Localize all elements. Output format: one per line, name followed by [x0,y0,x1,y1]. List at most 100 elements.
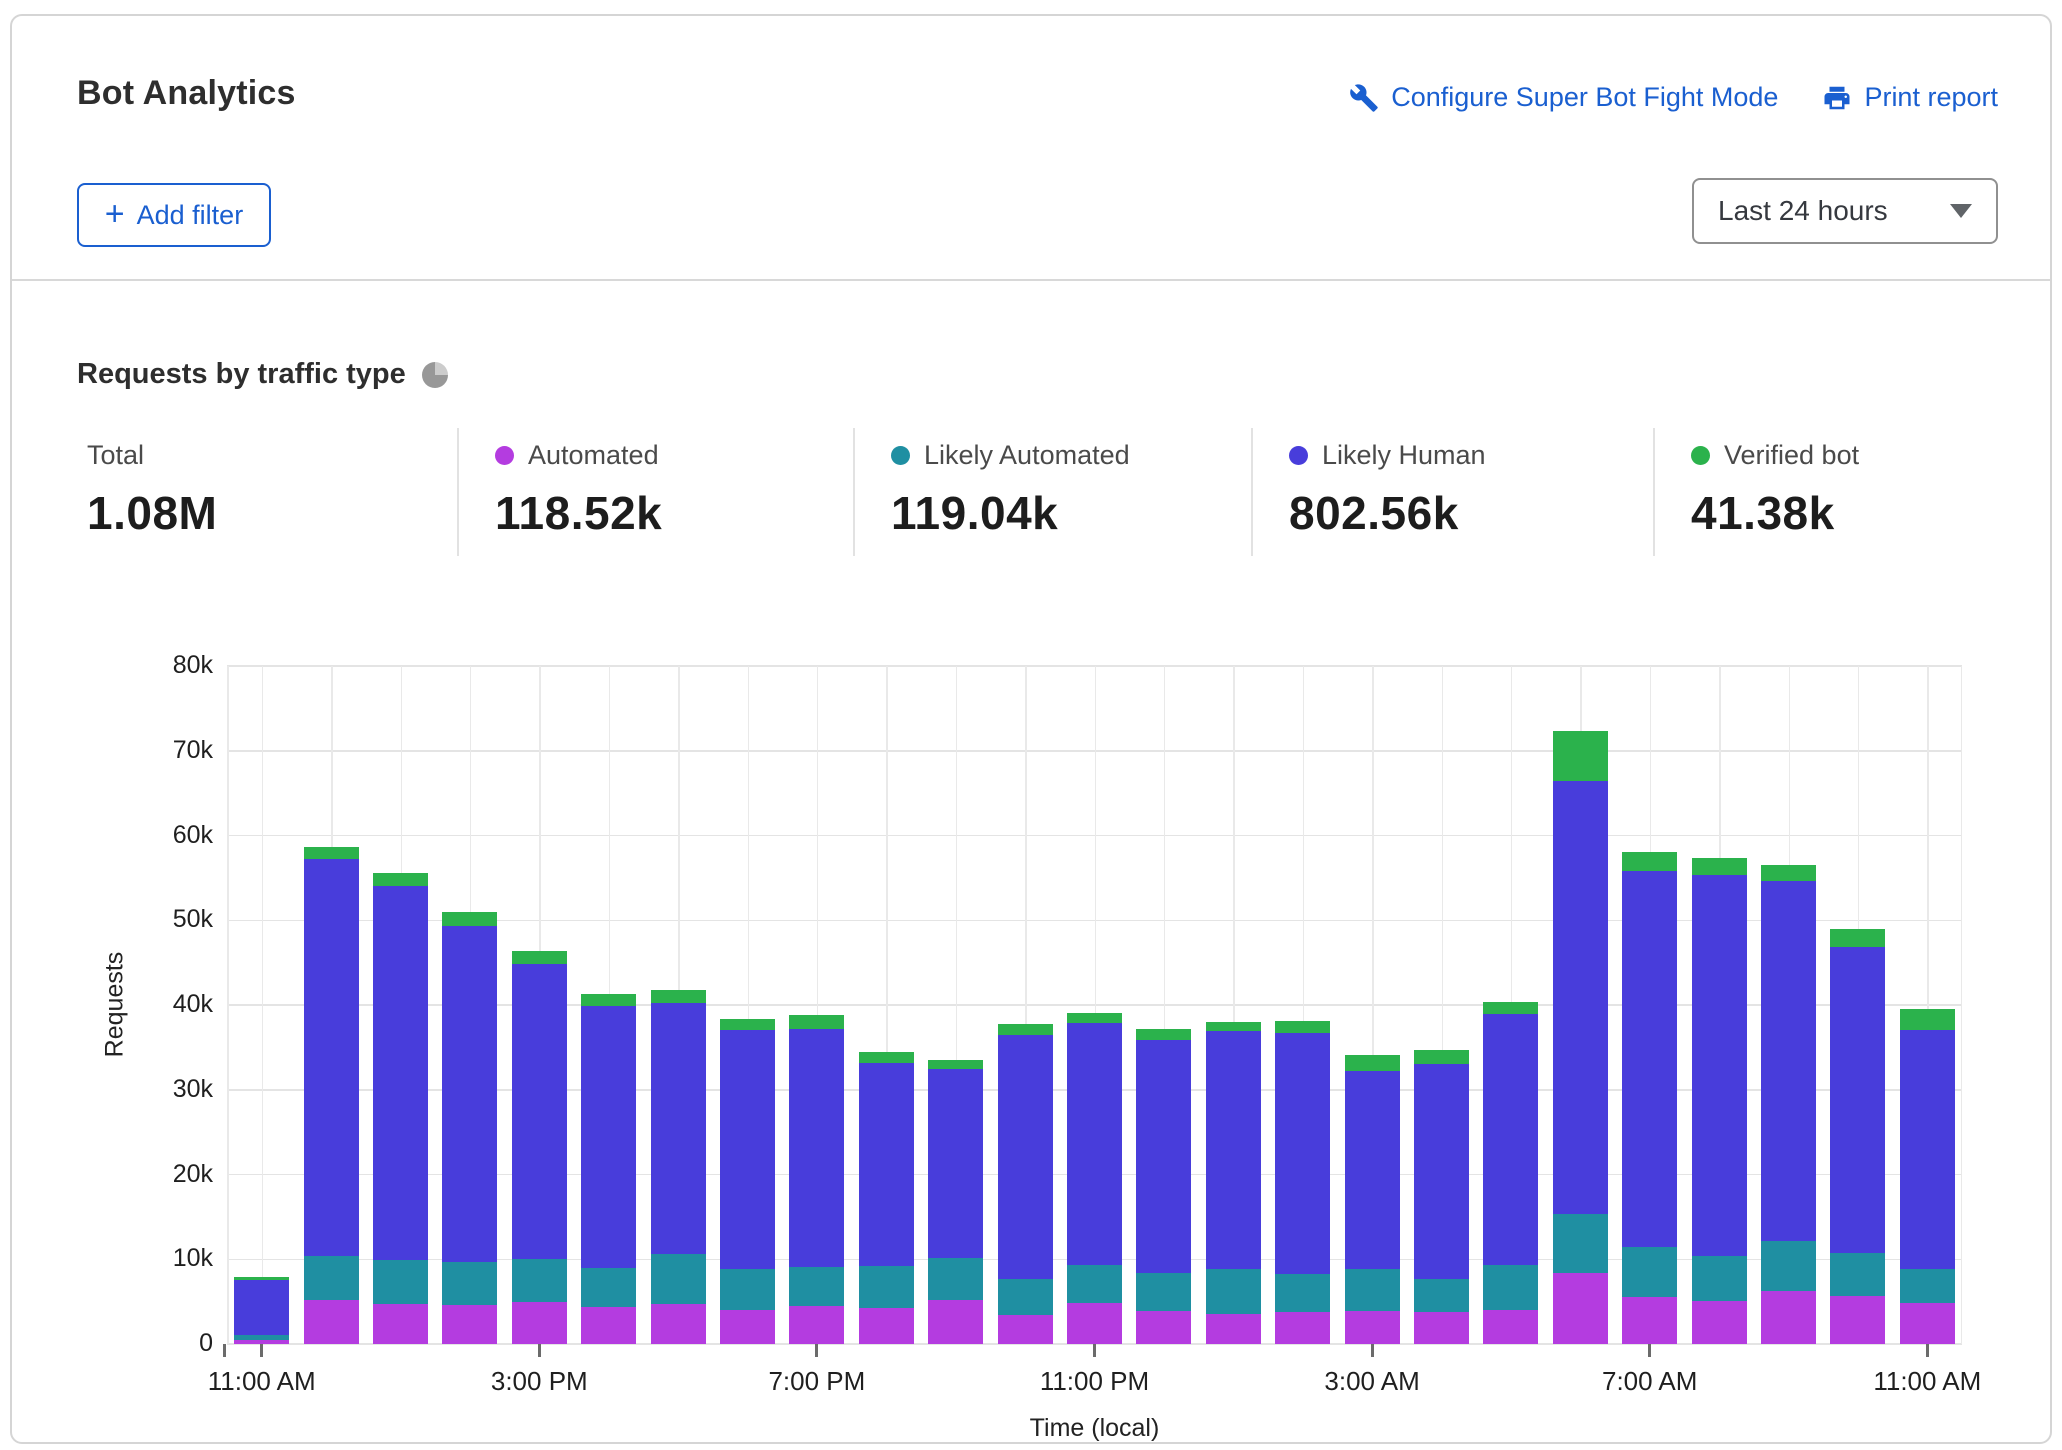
bar-segment-verified-bot [303,847,359,860]
x-tick-mark [260,1344,264,1357]
bar-segment-likely-automated [581,1267,637,1307]
bar-segment-likely-automated [1552,1214,1608,1273]
bar-11-00-am [1899,1009,1955,1344]
bar-segment-likely-human [1483,1014,1539,1266]
bar-segment-likely-human [1830,946,1886,1254]
bar-segment-likely-automated [1830,1253,1886,1296]
bar-3-00-am [1344,1055,1400,1344]
stat-value: 802.56k [1289,487,1459,539]
bar-segment-automated [581,1306,637,1344]
printer-icon [1824,86,1850,109]
bar-segment-likely-human [1761,881,1816,1241]
v-gridline [747,666,749,1344]
bar-segment-likely-automated [997,1278,1053,1316]
x-tick-mark [1925,1344,1929,1357]
bar-9-00-am [1761,865,1816,1344]
y-tick-label: 60k [172,820,213,849]
bar-segment-likely-automated [1414,1278,1469,1312]
stat-label: Total [87,439,145,470]
bar-segment-likely-human [650,1003,706,1255]
bar-segment-likely-human [789,1028,845,1267]
bar-segment-automated [1483,1310,1539,1344]
bar-9-00-pm [928,1060,984,1344]
bar-segment-verified-bot [1691,857,1747,876]
stat-label-row: Likely Automated [891,438,1251,472]
y-tick-label: 40k [172,990,213,1018]
bar-segment-automated [789,1305,845,1344]
stat-total: Total 1.08M [77,428,457,556]
bar-4-00-am [1414,1049,1469,1344]
bar-segment-likely-automated [1899,1269,1955,1304]
y-tick-label: 0 [199,1329,213,1357]
bar-1-00-am [1205,1021,1261,1344]
bot-analytics-card: Bot Analytics Configure Super Bot Fight … [10,14,2052,1444]
stat-label: Likely Automated [924,439,1130,470]
stat-label: Verified bot [1724,439,1860,470]
bar-segment-likely-automated [303,1255,359,1300]
legend-dot [891,445,910,465]
y-tick-label: 70k [172,735,213,764]
bar-segment-verified-bot [1344,1055,1400,1072]
bar-segment-likely-human [928,1069,984,1258]
x-tick-label: 7:00 PM [768,1366,866,1396]
bar-segment-verified-bot [1552,731,1608,782]
bar-7-00-pm [789,1015,845,1344]
time-range-select[interactable]: Last 24 hours [1692,178,1998,244]
bar-segment-automated [1899,1303,1955,1344]
bar-segment-likely-automated [858,1266,914,1309]
bar-10-00-am [1830,928,1886,1344]
bar-segment-likely-automated [650,1254,706,1305]
bar-segment-verified-bot [1275,1021,1331,1033]
bar-segment-likely-human [858,1063,914,1267]
bar-segment-likely-automated [720,1269,775,1311]
bar-segment-verified-bot [1622,852,1678,872]
bar-4-00-pm [581,994,637,1344]
bar-segment-verified-bot [511,950,567,964]
bar-segment-verified-bot [997,1023,1053,1035]
bar-10-00-pm [997,1023,1053,1344]
x-tick-mark [537,1344,541,1357]
bar-segment-verified-bot [581,994,637,1006]
bar-segment-automated [858,1308,914,1344]
stat-likely-automated: Likely Automated 119.04k [853,428,1251,556]
bar-segment-likely-human [1275,1032,1331,1274]
bar-segment-likely-human [303,859,359,1256]
x-tick-label: 7:00 AM [1601,1366,1698,1396]
bar-segment-automated [1344,1310,1400,1344]
stat-label-row: Total [87,438,457,472]
configure-super-bot-fight-mode-link[interactable]: Configure Super Bot Fight Mode [1349,82,1778,113]
bar-segment-automated [1691,1300,1747,1344]
section-title: Requests by traffic type [77,358,406,390]
bar-segment-automated [997,1315,1053,1344]
bar-7-00-am [1622,852,1678,1344]
bar-segment-automated [1830,1295,1886,1344]
bar-segment-automated [511,1302,567,1344]
bar-12-00-pm [303,847,359,1344]
bar-11-00-pm [1067,1012,1122,1344]
legend-dot [1289,445,1308,465]
bar-segment-verified-bot [1067,1012,1122,1023]
x-tick-label: 3:00 AM [1324,1366,1420,1396]
bar-segment-likely-human [511,963,567,1260]
header-divider [12,279,2050,281]
bar-segment-automated [373,1304,428,1344]
x-tick-label: 11:00 AM [207,1366,316,1396]
bar-1-00-pm [373,872,428,1344]
print-report-link[interactable]: Print report [1822,82,1998,113]
y-tick-label: 20k [172,1159,213,1188]
wrench-icon [1350,83,1378,112]
bar-segment-automated [720,1310,775,1344]
bar-segment-likely-human [1622,871,1678,1247]
add-filter-button[interactable]: + Add filter [77,183,271,247]
traffic-type-stats: Total 1.08M Automated 118.52k Likely Automat… [77,428,2002,556]
stat-value: 119.04k [891,487,1059,539]
stat-verified-bot: Verified bot 41.38k [1653,428,2002,556]
section-title-row: Requests by traffic type [77,358,448,391]
bar-segment-likely-automated [511,1259,567,1303]
bar-segment-likely-automated [442,1261,498,1306]
bar-segment-automated [1067,1303,1122,1344]
bar-segment-automated [1414,1311,1469,1344]
bar-segment-automated [1275,1311,1331,1344]
bar-segment-likely-human [442,926,498,1262]
bar-segment-automated [1622,1297,1678,1344]
